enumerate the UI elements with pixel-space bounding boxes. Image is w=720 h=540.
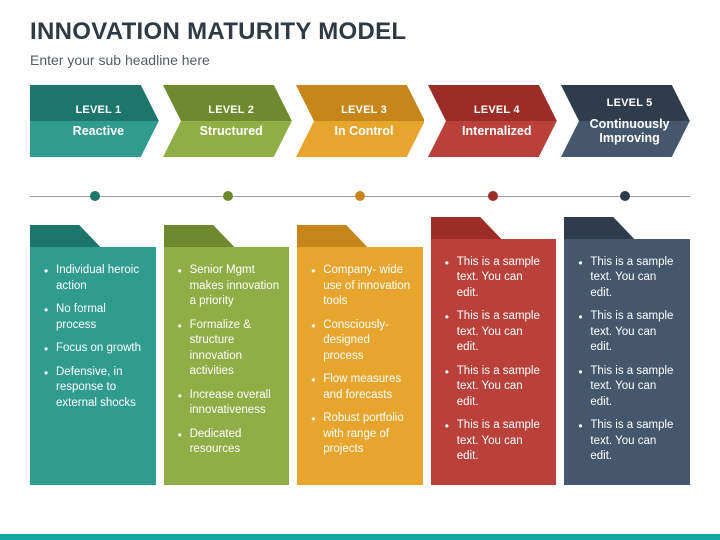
card-col-4: This is a sample text. You can edit. This…: [431, 217, 557, 485]
card-bullet: Senior Mgmt makes innovation a priority: [178, 263, 280, 310]
card-bullet: Individual heroic action: [44, 263, 146, 294]
card-tab-2: [164, 217, 234, 247]
card-tab-4: [431, 209, 501, 239]
card-bullet: Focus on growth: [44, 341, 146, 357]
card-bullet: This is a sample text. You can edit.: [578, 255, 680, 302]
chevron-level-label: LEVEL 1: [75, 104, 121, 116]
card-col-1: Individual heroic action No formal proces…: [30, 217, 156, 485]
chevron-level-label: LEVEL 4: [474, 104, 520, 116]
card-bullet: Company- wide use of innovation tools: [311, 263, 413, 310]
card-bullet: Defensive, in response to external shock…: [44, 365, 146, 412]
chevron-name: Continuously Improving: [579, 117, 680, 146]
card-bullet: Flow measures and forecasts: [311, 372, 413, 403]
chevron-level-5: LEVEL 5 Continuously Improving: [561, 85, 690, 157]
card-list: Individual heroic action No formal proces…: [44, 263, 146, 411]
card-list: This is a sample text. You can edit. This…: [445, 255, 547, 465]
card-1: Individual heroic action No formal proces…: [30, 247, 156, 485]
chevron-level-label: LEVEL 3: [341, 104, 387, 116]
card-col-3: Company- wide use of innovation tools Con…: [297, 217, 423, 485]
card-bullet: Consciously- designed process: [311, 318, 413, 365]
card-bullet: This is a sample text. You can edit.: [578, 364, 680, 411]
chevron-row: LEVEL 1 Reactive LEVEL 2 Structured LEVEL 3 I…: [30, 85, 690, 157]
timeline-dot-2: [223, 191, 233, 201]
timeline-dot-3: [355, 191, 365, 201]
timeline-dot-4: [488, 191, 498, 201]
chevron-level-label: LEVEL 5: [607, 97, 653, 109]
header: INNOVATION MATURITY MODEL Enter your sub…: [0, 0, 720, 74]
card-bullet: This is a sample text. You can edit.: [445, 309, 547, 356]
chevron-level-3: LEVEL 3 In Control: [296, 85, 425, 157]
card-tab-5: [564, 209, 634, 239]
card-bullet: This is a sample text. You can edit.: [445, 255, 547, 302]
card-col-2: Senior Mgmt makes innovation a priority F…: [164, 217, 290, 485]
card-bullet: No formal process: [44, 302, 146, 333]
card-3: Company- wide use of innovation tools Con…: [297, 247, 423, 485]
chevron-name: Structured: [200, 124, 263, 138]
card-bullet: Increase overall innovativeness: [178, 388, 280, 419]
maturity-diagram: LEVEL 1 Reactive LEVEL 2 Structured LEVEL 3 I…: [30, 85, 690, 522]
chevron-level-label: LEVEL 2: [208, 104, 254, 116]
card-list: Company- wide use of innovation tools Con…: [311, 263, 413, 458]
chevron-level-4: LEVEL 4 Internalized: [428, 85, 557, 157]
card-5: This is a sample text. You can edit. This…: [564, 239, 690, 485]
card-bullet: This is a sample text. You can edit.: [445, 418, 547, 465]
card-bullet: This is a sample text. You can edit.: [578, 418, 680, 465]
card-col-5: This is a sample text. You can edit. This…: [564, 217, 690, 485]
chevron-name: Internalized: [462, 124, 531, 138]
chevron-level-2: LEVEL 2 Structured: [163, 85, 292, 157]
footer-bar: [0, 534, 720, 540]
card-bullet: This is a sample text. You can edit.: [445, 364, 547, 411]
page-subtitle: Enter your sub headline here: [30, 52, 690, 68]
card-bullet: Robust portfolio with range of projects: [311, 411, 413, 458]
timeline-dot-5: [620, 191, 630, 201]
chevron-name: In Control: [334, 124, 393, 138]
chevron-level-1: LEVEL 1 Reactive: [30, 85, 159, 157]
card-tab-3: [297, 217, 367, 247]
page-title: INNOVATION MATURITY MODEL: [30, 18, 690, 46]
timeline-dot-1: [90, 191, 100, 201]
card-2: Senior Mgmt makes innovation a priority F…: [164, 247, 290, 485]
card-row: Individual heroic action No formal proces…: [30, 217, 690, 485]
card-bullet: This is a sample text. You can edit.: [578, 309, 680, 356]
card-4: This is a sample text. You can edit. This…: [431, 239, 557, 485]
card-list: This is a sample text. You can edit. This…: [578, 255, 680, 465]
card-bullet: Formalize & structure innovation activit…: [178, 318, 280, 380]
chevron-name: Reactive: [73, 124, 124, 138]
card-tab-1: [30, 217, 100, 247]
card-bullet: Dedicated resources: [178, 427, 280, 458]
card-list: Senior Mgmt makes innovation a priority F…: [178, 263, 280, 458]
